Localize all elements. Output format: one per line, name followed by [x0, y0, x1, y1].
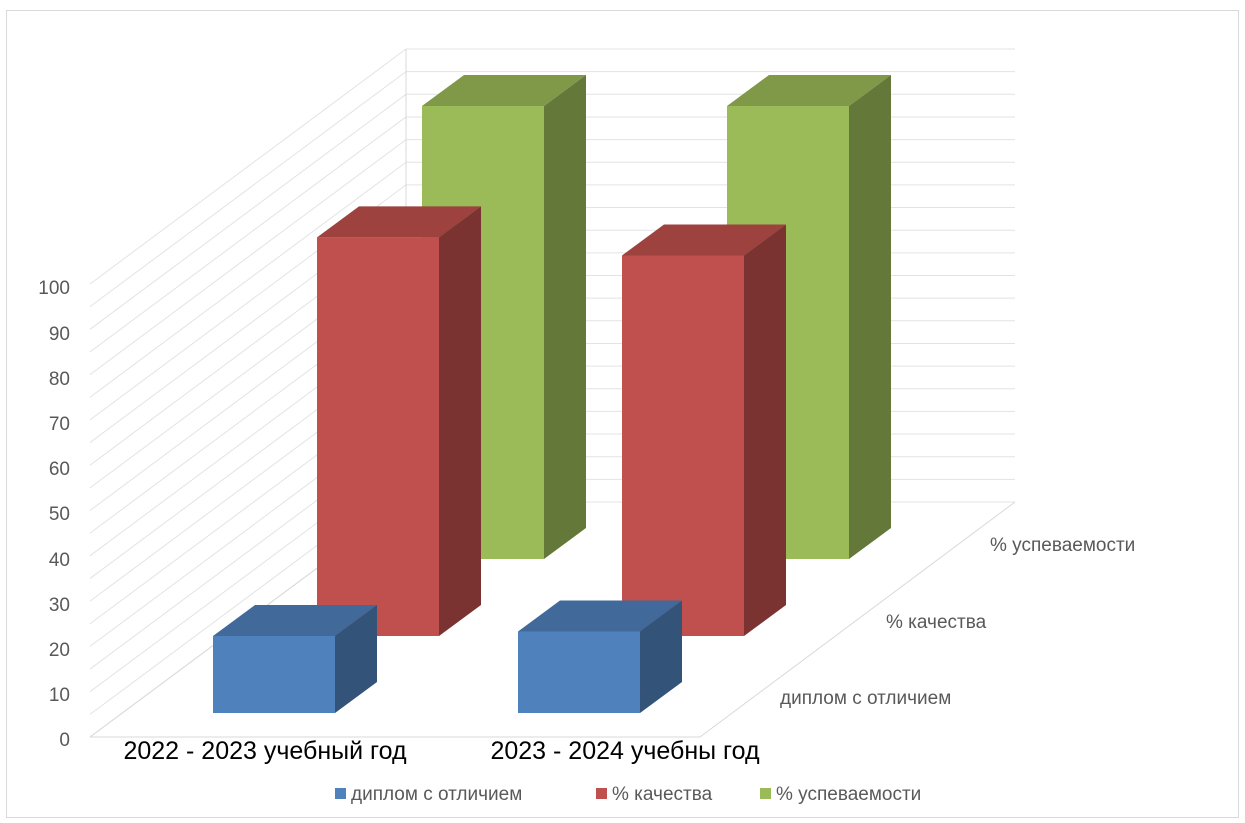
legend-swatch-quality [596, 788, 607, 799]
bar-side-face [744, 224, 786, 637]
bar-1-1 [622, 224, 786, 637]
bar-side-face [640, 600, 682, 713]
depth-label-quality: % качества [886, 612, 987, 633]
bar-top-face [213, 604, 377, 636]
y-tick-80: 80 [49, 369, 70, 390]
bar-top-face [422, 75, 586, 106]
bar-side-face [849, 75, 891, 559]
bar-front-face [518, 631, 640, 713]
bar-top-face [317, 206, 481, 238]
y-tick-90: 90 [49, 324, 70, 345]
bar-side-face [439, 206, 481, 637]
depth-label-diploma: диплом с отличием [780, 688, 951, 709]
depth-label-progress: % успеваемости [990, 535, 1135, 556]
side-wall-gridline [89, 161, 407, 398]
side-wall-gridline [89, 71, 407, 308]
side-wall-gridline [89, 139, 407, 376]
bar-0-1 [518, 600, 682, 713]
y-tick-10: 10 [49, 685, 70, 706]
legend-swatch-progress [760, 788, 771, 799]
bar-0-0 [213, 604, 377, 713]
side-wall-gridline [89, 93, 407, 330]
y-tick-50: 50 [49, 504, 70, 525]
y-tick-40: 40 [49, 550, 70, 571]
side-wall-gridline [89, 116, 407, 353]
y-tick-0: 0 [59, 730, 70, 751]
y-tick-20: 20 [49, 640, 70, 661]
category-label-2022-2023: 2022 - 2023 учебный год [123, 737, 406, 765]
bar-side-face [335, 604, 377, 713]
legend: диплом с отличием % качества % успеваемо… [335, 784, 921, 805]
bar-side-face [544, 75, 586, 559]
legend-label-diploma: диплом с отличием [351, 784, 522, 805]
bar-front-face [213, 635, 335, 713]
y-tick-60: 60 [49, 459, 70, 480]
y-tick-100: 100 [38, 278, 70, 299]
legend-label-progress: % успеваемости [776, 784, 921, 805]
y-tick-30: 30 [49, 595, 70, 616]
side-wall-gridline [89, 48, 407, 285]
y-tick-70: 70 [49, 414, 70, 435]
bar-top-face [518, 600, 682, 632]
bar-front-face [622, 255, 744, 637]
bar-top-face [622, 224, 786, 256]
bar-front-face [317, 237, 439, 637]
category-label-2023-2024: 2023 - 2024 учебны год [490, 737, 760, 765]
legend-swatch-diploma [335, 788, 346, 799]
bar-top-face [727, 75, 891, 106]
y-axis-ticks: 0 10 20 30 40 50 60 70 80 90 100 [38, 278, 70, 751]
chart-bars [213, 75, 891, 713]
bar-1-0 [317, 206, 481, 637]
legend-label-quality: % качества [612, 784, 713, 805]
floor-right-edge [699, 501, 1016, 738]
